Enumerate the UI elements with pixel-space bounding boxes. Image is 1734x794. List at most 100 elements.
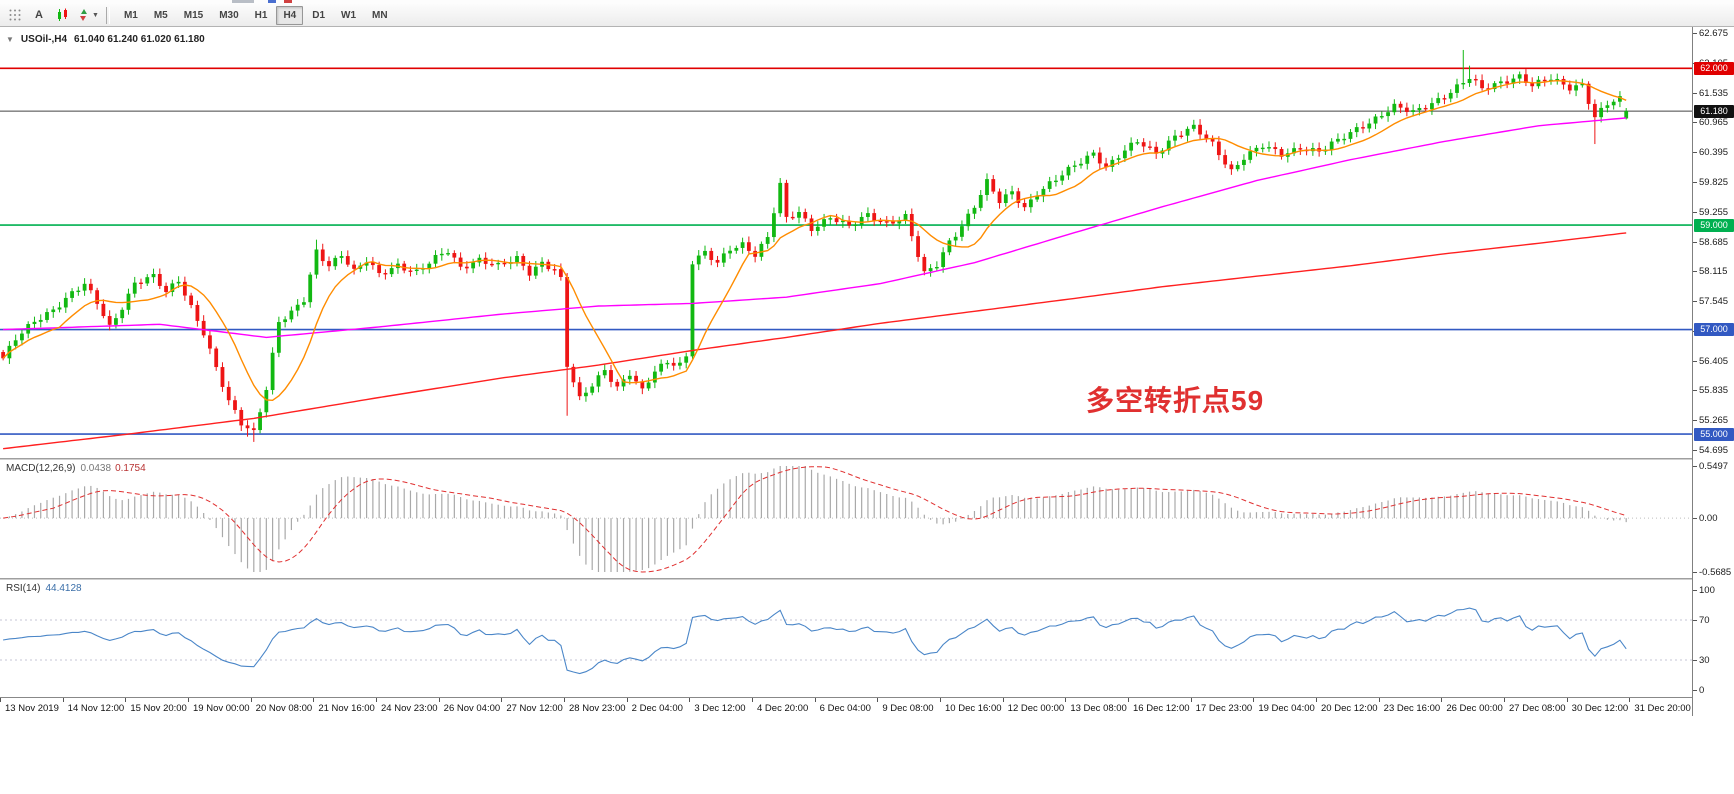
scale-label: 56.405	[1699, 355, 1729, 367]
time-tick	[877, 698, 879, 702]
main-chart-panel[interactable]: ▼ USOil-,H4 61.040 61.240 61.020 61.180 …	[0, 27, 1692, 458]
time-tick	[250, 698, 252, 702]
scale-tick	[1693, 360, 1697, 362]
time-label: 13 Nov 2019	[5, 703, 59, 714]
main-chart-canvas[interactable]	[0, 27, 1692, 458]
time-tick	[501, 698, 503, 702]
scale-tick	[1693, 92, 1697, 94]
timeframe-m5[interactable]: M5	[153, 9, 168, 21]
scale-tick	[1693, 301, 1697, 303]
macd-panel[interactable]: MACD(12,26,9) 0.0438 0.1754	[0, 460, 1692, 578]
grid-icon[interactable]	[4, 5, 26, 26]
current-price-tag: 61.180	[1694, 104, 1734, 118]
scale-tick	[1693, 211, 1697, 213]
clipped-toolbar-strip	[0, 0, 1734, 4]
hline-price-tag: 57.000	[1694, 323, 1734, 337]
scale-label: -0.5685	[1699, 567, 1732, 578]
time-tick	[564, 698, 565, 702]
scale-tick	[1693, 466, 1697, 467]
time-tick	[1316, 698, 1317, 702]
panel-divider[interactable]	[0, 458, 1734, 460]
rsi-value: 44.4128	[45, 583, 82, 594]
scale-tick	[1693, 572, 1697, 573]
scale-label: 60.395	[1699, 147, 1729, 159]
chart-type-icon[interactable]	[52, 5, 74, 26]
scale-label: 55.265	[1699, 415, 1729, 427]
hline-price-tag: 55.000	[1694, 427, 1734, 441]
panel-divider[interactable]	[0, 578, 1734, 580]
time-tick	[376, 698, 377, 702]
macd-name: MACD(12,26,9)	[6, 463, 76, 474]
scale-label: 61.535	[1699, 87, 1729, 99]
timeframe-d1[interactable]: D1	[312, 9, 326, 21]
time-axis[interactable]: 13 Nov 2019 14 Nov 12:00 15 Nov 20:00 19 No…	[0, 697, 1734, 716]
timeframe-mn[interactable]: MN	[372, 9, 388, 21]
time-tick	[752, 698, 753, 702]
timeframe-m1[interactable]: M1	[123, 9, 138, 21]
time-tick	[125, 698, 127, 702]
rsi-canvas[interactable]	[0, 580, 1692, 697]
annotate-a-button[interactable]: A	[35, 9, 43, 21]
scale-tick	[1693, 152, 1697, 154]
scale-label: 0.00	[1699, 513, 1718, 525]
macd-canvas[interactable]	[0, 460, 1692, 578]
scale-label: 0.5497	[1699, 461, 1729, 472]
scale-label: 55.835	[1699, 385, 1729, 397]
rsi-name: RSI(14)	[6, 583, 41, 594]
time-tick	[313, 698, 315, 702]
toolbar-separator	[105, 6, 110, 24]
time-label: 4 Dec 20:00	[757, 703, 809, 714]
scale-tick	[1693, 181, 1697, 183]
timeframe-m30[interactable]: M30	[219, 9, 239, 21]
scale-tick	[1693, 660, 1697, 661]
time-label: 26 Dec 00:00	[1446, 703, 1503, 714]
hline-price-tag: 62.000	[1694, 61, 1734, 75]
scale-tick	[1693, 590, 1697, 591]
time-tick	[1629, 698, 1631, 702]
time-label: 21 Nov 16:00	[318, 703, 375, 714]
time-tick	[1128, 698, 1129, 702]
time-tick	[1002, 698, 1004, 702]
rsi-label: RSI(14) 44.4128	[6, 583, 82, 594]
time-label: 10 Dec 16:00	[945, 703, 1002, 714]
chart-annotation: 多空转折点59	[1086, 385, 1265, 416]
chart-ohlc-values: 61.040 61.240 61.020 61.180	[74, 34, 205, 45]
clipped-icon-fragment	[268, 0, 276, 3]
timeframe-h4[interactable]: H4	[276, 5, 304, 25]
scale-tick	[1693, 518, 1697, 520]
scale-tick	[1693, 122, 1697, 124]
time-label: 30 Dec 12:00	[1571, 703, 1629, 714]
time-label: 2 Dec 04:00	[631, 703, 683, 714]
time-label: 12 Dec 00:00	[1007, 703, 1065, 714]
time-tick	[438, 698, 440, 702]
macd-label: MACD(12,26,9) 0.0438 0.1754	[6, 463, 146, 474]
scale-tick	[1693, 420, 1697, 422]
time-tick	[62, 698, 64, 702]
time-label: 17 Dec 23:00	[1195, 703, 1253, 714]
updown-arrows-dropdown-icon[interactable]: ▼	[76, 5, 100, 26]
time-tick	[188, 698, 189, 702]
timeframe-w1[interactable]: W1	[341, 9, 357, 21]
time-label: 20 Dec 12:00	[1321, 703, 1378, 714]
timeframe-h1[interactable]: H1	[254, 9, 268, 21]
toolbar: A ▼ M1 M5 M15 M30 H1 H4 D1 W1 MN	[0, 4, 1734, 27]
time-label: 13 Dec 08:00	[1070, 703, 1127, 714]
scale-label: 58.115	[1699, 266, 1728, 278]
scale-label: 70	[1699, 615, 1710, 626]
scale-label: 59.255	[1699, 206, 1729, 218]
time-label: 27 Dec 08:00	[1509, 703, 1566, 714]
time-label: 14 Nov 12:00	[67, 703, 125, 714]
time-label: 3 Dec 12:00	[694, 703, 746, 714]
price-axis[interactable]: 62.67562.10561.53560.96560.39559.82559.2…	[1692, 27, 1734, 716]
time-tick	[940, 698, 941, 702]
scale-tick	[1693, 241, 1697, 243]
time-tick	[814, 698, 816, 702]
grid-dots-glyph	[9, 9, 21, 21]
time-label: 6 Dec 04:00	[819, 703, 871, 714]
time-tick	[0, 698, 1, 702]
timeframe-m15[interactable]: M15	[183, 9, 204, 21]
timeframe-toolbar: M1 M5 M15 M30 H1 H4 D1 W1 MN	[116, 5, 396, 25]
rsi-panel[interactable]: RSI(14) 44.4128	[0, 580, 1692, 697]
updown-arrows-glyph	[80, 9, 87, 21]
